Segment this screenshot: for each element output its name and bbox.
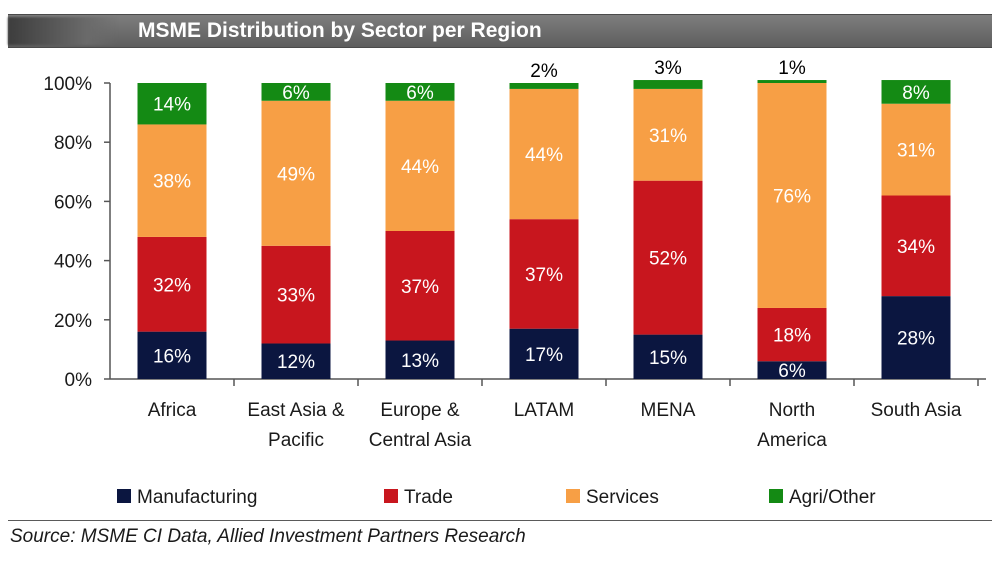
data-label: 49%	[277, 164, 315, 185]
x-tick-label: North	[769, 400, 815, 421]
bar-segment-services	[881, 103, 951, 196]
bar-segment-agri-other	[757, 80, 827, 83]
bar-segment-agri-other	[881, 80, 951, 104]
data-label: 52%	[649, 249, 687, 270]
legend-label: Agri/Other	[789, 487, 876, 508]
bar-segment-agri-other	[261, 83, 331, 101]
y-tick-label: 0%	[65, 370, 93, 391]
data-label: 8%	[902, 83, 930, 104]
data-label: 37%	[525, 265, 563, 286]
data-label: 6%	[406, 83, 434, 104]
bar-segment-services	[633, 88, 703, 181]
x-tick-label: Central Asia	[369, 430, 472, 451]
source-divider	[8, 520, 992, 521]
y-tick-label: 100%	[43, 74, 92, 95]
data-label: 3%	[654, 58, 682, 79]
bar-segment-manufacturing	[385, 340, 455, 379]
data-label: 14%	[153, 95, 191, 116]
x-tick-label: America	[757, 430, 827, 451]
bar-segment-manufacturing	[509, 328, 579, 379]
source-note: Source: MSME CI Data, Allied Investment …	[10, 526, 526, 547]
bar-segment-trade	[261, 245, 331, 344]
data-label: 17%	[525, 345, 563, 366]
data-label: 76%	[773, 186, 811, 207]
x-tick-label: South Asia	[871, 400, 962, 421]
bar-segment-manufacturing	[757, 361, 827, 379]
bar-segment-manufacturing	[881, 296, 951, 379]
data-label: 44%	[401, 157, 439, 178]
data-label: 32%	[153, 275, 191, 296]
data-label: 44%	[525, 145, 563, 166]
bar-segment-services	[261, 100, 331, 246]
y-tick-label: 20%	[54, 311, 92, 332]
bar-segment-services	[757, 83, 827, 308]
bar-segment-agri-other	[633, 80, 703, 89]
x-tick-label: Pacific	[268, 430, 324, 451]
x-tick-label: LATAM	[514, 400, 575, 421]
bar-segment-manufacturing	[261, 343, 331, 379]
bar-segment-services	[509, 88, 579, 220]
bar-segment-agri-other	[137, 83, 207, 125]
y-tick-label: 40%	[54, 252, 92, 273]
legend-swatch-manufacturing	[117, 489, 131, 503]
redacted-exhibit-label	[8, 17, 120, 45]
data-label: 16%	[153, 346, 191, 367]
data-label: 18%	[773, 326, 811, 347]
bar-segment-agri-other	[509, 83, 579, 89]
data-label: 2%	[530, 61, 558, 82]
x-tick-label: Africa	[148, 400, 197, 421]
bar-segment-services	[137, 124, 207, 237]
bar-segment-trade	[757, 307, 827, 362]
data-label: 13%	[401, 351, 439, 372]
stacked-bar-chart: 0% 20% 40% 60% 80% 100% 16% 32% 38% 14% Africa 12% 3…	[43, 58, 986, 508]
data-label: 31%	[649, 126, 687, 147]
bar-segment-trade	[385, 231, 455, 341]
legend-swatch-services	[566, 489, 580, 503]
bar-segment-trade	[881, 195, 951, 297]
bar-segment-trade	[137, 236, 207, 332]
y-tick-label: 80%	[54, 133, 92, 154]
bar-segment-services	[385, 100, 455, 231]
y-tick-label: 60%	[54, 192, 92, 213]
legend-label: Manufacturing	[137, 487, 257, 508]
data-label: 12%	[277, 352, 315, 373]
data-label: 28%	[897, 329, 935, 350]
data-label: 38%	[153, 172, 191, 193]
x-tick-label: MENA	[641, 400, 696, 421]
x-tick-label: Europe &	[380, 400, 460, 421]
bar-segment-manufacturing	[633, 334, 703, 379]
bar-segment-trade	[509, 219, 579, 329]
data-label: 33%	[277, 286, 315, 307]
data-label: 34%	[897, 237, 935, 258]
data-label: 31%	[897, 141, 935, 162]
data-label: 15%	[649, 348, 687, 369]
bar-segment-agri-other	[385, 83, 455, 101]
legend-swatch-agri-other	[769, 489, 783, 503]
bar-segment-trade	[633, 180, 703, 335]
data-label: 1%	[778, 58, 806, 79]
title-bar: MSME Distribution by Sector per Region	[8, 14, 992, 48]
data-label: 37%	[401, 277, 439, 298]
bar-segment-manufacturing	[137, 331, 207, 379]
legend-label: Trade	[404, 487, 453, 508]
x-tick-label: East Asia &	[247, 400, 344, 421]
chart-title: MSME Distribution by Sector per Region	[138, 19, 542, 42]
data-label: 6%	[282, 83, 310, 104]
legend-label: Services	[586, 487, 659, 508]
legend-swatch-trade	[384, 489, 398, 503]
data-label: 6%	[778, 361, 806, 382]
